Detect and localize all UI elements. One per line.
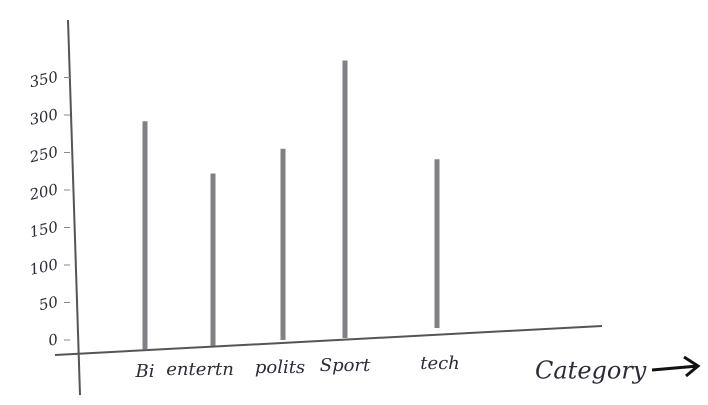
bar (211, 174, 216, 347)
x-tick-label: Bi (135, 361, 155, 382)
y-tick-label: 350 (28, 68, 60, 92)
x-tick-label: tech (420, 353, 460, 374)
x-tick-label: polits (255, 357, 305, 378)
y-tick-label: 300 (28, 105, 60, 129)
y-tick-label: 0 (47, 330, 61, 350)
x-tick-label: entertn (166, 359, 234, 380)
x-axis-title: Category (535, 357, 647, 385)
x-tick-label: Sport (320, 355, 371, 376)
bar (435, 159, 440, 328)
axis-arrow (652, 357, 698, 376)
chart: Category 0 50 100 150 200 250 300 350 Bi entertn p… (0, 0, 708, 405)
bar (343, 61, 348, 339)
y-tick-label: 100 (28, 255, 60, 279)
y-tick-label: 50 (37, 293, 60, 315)
y-tick-label: 250 (27, 143, 60, 167)
bar (281, 149, 286, 340)
y-tick-label: 150 (28, 218, 60, 242)
bar (143, 121, 148, 350)
x-axis (55, 326, 602, 355)
y-axis (68, 20, 80, 395)
y-tick-label: 200 (27, 180, 60, 204)
